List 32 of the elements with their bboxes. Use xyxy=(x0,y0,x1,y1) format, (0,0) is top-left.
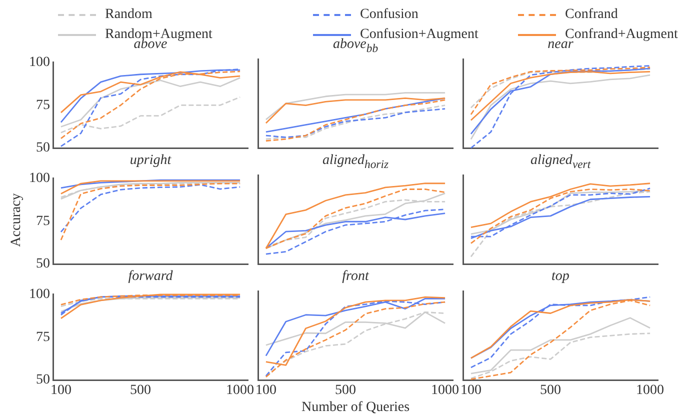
legend-label: Confrand xyxy=(565,7,618,23)
line-series xyxy=(60,182,241,241)
x-tick-label: 500 xyxy=(540,383,562,398)
x-tick-label: 100 xyxy=(255,383,276,398)
chart-title: aligned$_{horiz}$ xyxy=(322,153,390,173)
y-tick-label: 75 xyxy=(36,330,50,345)
y-tick-label: 100 xyxy=(29,55,50,70)
y-tick-label: 75 xyxy=(36,98,50,113)
chart-title: front xyxy=(341,269,370,285)
chart-title: upright xyxy=(128,153,172,169)
legend-label: Confusion xyxy=(360,7,418,23)
x-tick-label: 500 xyxy=(130,383,152,398)
line-series xyxy=(60,96,241,134)
x-tick-label: 1000 xyxy=(431,383,460,398)
x-axis-title: Number of Queries xyxy=(300,400,411,415)
x-tick-label: 100 xyxy=(50,383,72,398)
x-tick-label: 1000 xyxy=(636,383,664,398)
chart-title: forward xyxy=(127,269,174,285)
y-tick-label: 50 xyxy=(36,140,50,156)
y-tick-label: 100 xyxy=(29,171,50,186)
y-tick-label: 75 xyxy=(36,214,50,229)
chart-title: aligned$_{vert}$ xyxy=(529,153,592,173)
x-tick-label: 100 xyxy=(460,383,482,398)
x-tick-label: 1000 xyxy=(226,383,254,398)
x-tick-label: 500 xyxy=(335,383,356,398)
chart-title: top xyxy=(550,269,570,285)
line-series xyxy=(60,184,241,233)
y-tick-label: 50 xyxy=(36,256,50,272)
y-tick-label: 100 xyxy=(29,287,50,302)
legend-label: Random xyxy=(105,7,152,23)
y-axis-title: Accuracy xyxy=(8,192,25,246)
y-tick-label: 50 xyxy=(36,372,50,388)
